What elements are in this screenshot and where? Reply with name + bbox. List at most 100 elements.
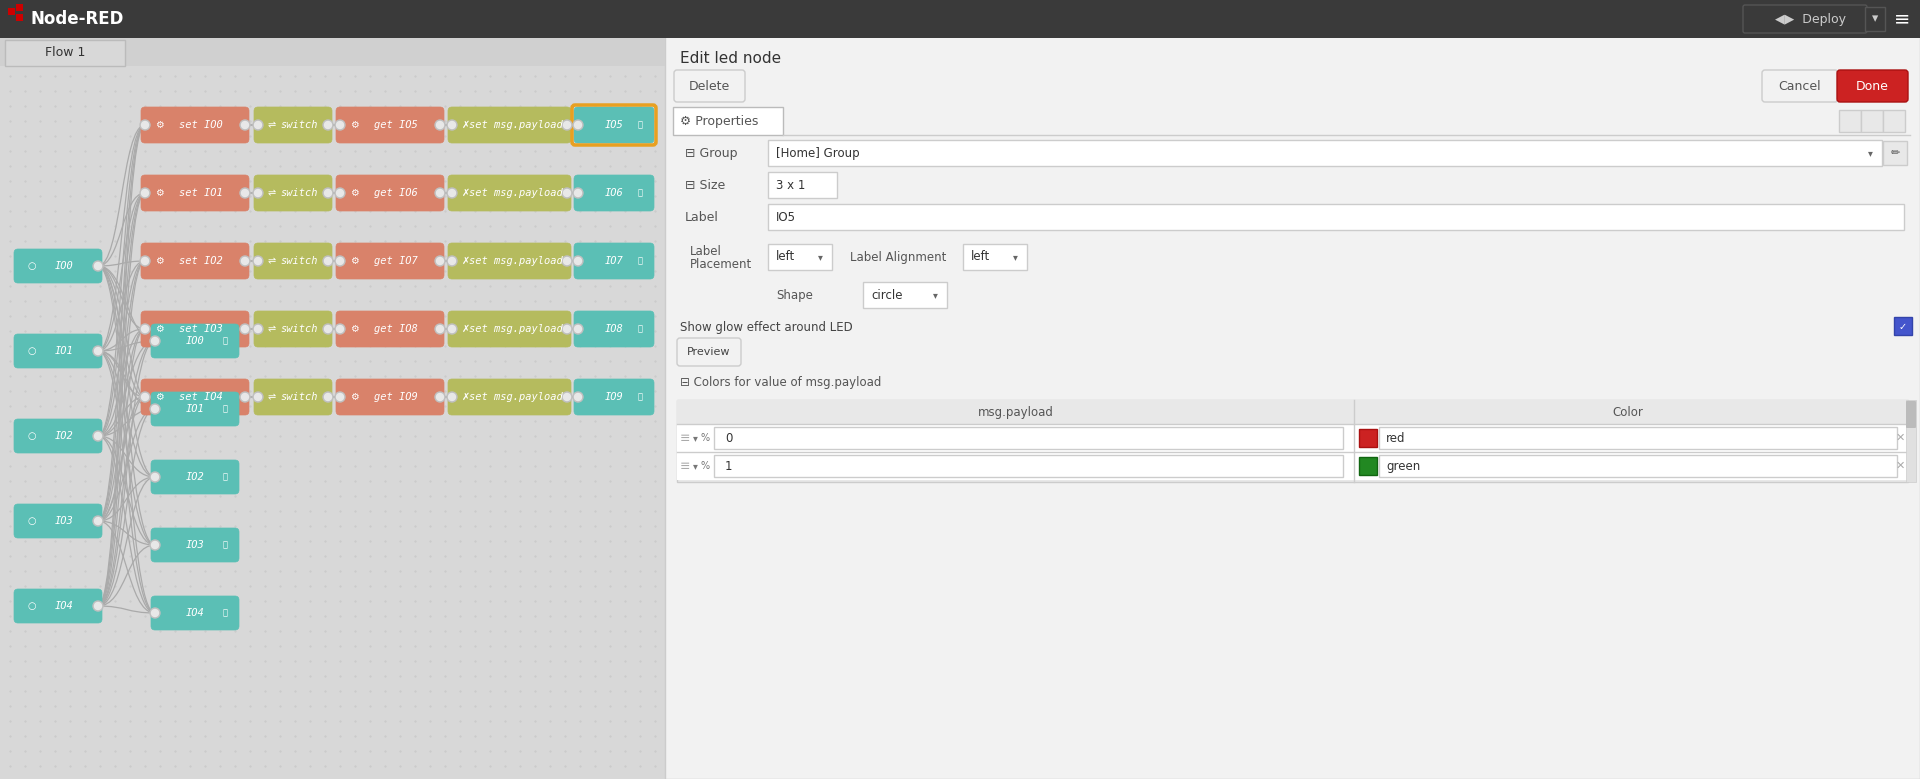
Circle shape [94, 602, 102, 609]
Circle shape [242, 258, 248, 265]
Text: ✓: ✓ [1899, 322, 1907, 332]
Circle shape [94, 517, 102, 524]
Text: ⇌: ⇌ [269, 188, 276, 198]
Circle shape [92, 261, 104, 271]
Text: ▾: ▾ [693, 433, 697, 443]
FancyBboxPatch shape [15, 4, 23, 11]
Circle shape [563, 324, 572, 334]
Text: ⊟ Size: ⊟ Size [685, 178, 726, 192]
FancyBboxPatch shape [1907, 400, 1916, 482]
FancyBboxPatch shape [253, 311, 332, 347]
Circle shape [150, 336, 159, 346]
Text: get IO5: get IO5 [374, 120, 419, 130]
Circle shape [240, 392, 250, 402]
Text: Label: Label [689, 245, 722, 258]
FancyBboxPatch shape [714, 455, 1344, 477]
FancyBboxPatch shape [8, 8, 15, 15]
Text: ▾: ▾ [693, 461, 697, 471]
Circle shape [323, 188, 332, 198]
FancyBboxPatch shape [336, 379, 444, 415]
Circle shape [140, 256, 150, 266]
Circle shape [242, 122, 248, 129]
FancyBboxPatch shape [574, 379, 655, 415]
Circle shape [334, 120, 346, 130]
Circle shape [323, 392, 332, 402]
Circle shape [334, 392, 346, 402]
Text: set IO3: set IO3 [179, 324, 223, 334]
Text: get IO9: get IO9 [374, 392, 419, 402]
Circle shape [253, 256, 263, 266]
Text: IO0: IO0 [186, 336, 204, 346]
Text: ⚙: ⚙ [349, 120, 359, 130]
Circle shape [140, 392, 150, 402]
FancyBboxPatch shape [0, 38, 664, 66]
Circle shape [140, 324, 150, 334]
FancyBboxPatch shape [447, 311, 570, 347]
Text: ✗: ✗ [463, 188, 470, 198]
Text: ⇌: ⇌ [269, 324, 276, 334]
Text: left: left [776, 251, 795, 263]
Text: IO1: IO1 [186, 404, 204, 414]
Text: IO2: IO2 [54, 431, 73, 441]
FancyBboxPatch shape [152, 324, 238, 358]
FancyBboxPatch shape [1864, 7, 1885, 31]
Circle shape [324, 122, 332, 129]
Text: ○: ○ [27, 516, 36, 526]
FancyBboxPatch shape [1907, 401, 1916, 428]
Circle shape [336, 189, 344, 196]
Circle shape [142, 189, 148, 196]
Circle shape [242, 189, 248, 196]
FancyBboxPatch shape [1379, 455, 1897, 477]
Circle shape [94, 347, 102, 354]
FancyBboxPatch shape [447, 243, 570, 279]
Text: Show glow effect around LED: Show glow effect around LED [680, 320, 852, 333]
Text: 🔆: 🔆 [637, 121, 643, 129]
FancyBboxPatch shape [140, 175, 250, 211]
Circle shape [152, 406, 159, 413]
Circle shape [436, 188, 445, 198]
Text: IO3: IO3 [186, 540, 204, 550]
Text: 1: 1 [726, 460, 733, 473]
Text: 🔆: 🔆 [637, 189, 643, 198]
Circle shape [334, 256, 346, 266]
Text: Label Alignment: Label Alignment [851, 251, 947, 263]
Circle shape [255, 326, 261, 333]
Text: ○: ○ [27, 261, 36, 271]
Text: IO4: IO4 [54, 601, 73, 611]
Text: Delete: Delete [689, 79, 730, 93]
Text: IO2: IO2 [186, 472, 204, 482]
FancyBboxPatch shape [574, 311, 655, 347]
Circle shape [449, 258, 455, 265]
FancyBboxPatch shape [152, 528, 238, 562]
Circle shape [242, 326, 248, 333]
FancyBboxPatch shape [574, 107, 655, 143]
Circle shape [572, 392, 584, 402]
FancyBboxPatch shape [13, 334, 102, 368]
Circle shape [449, 393, 455, 400]
Text: ⚙: ⚙ [349, 256, 359, 266]
Circle shape [152, 609, 159, 616]
Text: set msg.payload: set msg.payload [468, 188, 563, 198]
Circle shape [563, 258, 570, 265]
FancyBboxPatch shape [768, 244, 831, 270]
FancyBboxPatch shape [15, 14, 23, 21]
Circle shape [242, 393, 248, 400]
Text: switch: switch [280, 120, 317, 130]
Circle shape [334, 188, 346, 198]
Circle shape [574, 326, 582, 333]
Text: ≡: ≡ [680, 460, 691, 473]
Text: 🔆: 🔆 [223, 608, 227, 618]
Circle shape [92, 601, 104, 611]
Circle shape [336, 326, 344, 333]
Text: left: left [972, 251, 991, 263]
Text: ▾: ▾ [818, 252, 822, 262]
Circle shape [336, 122, 344, 129]
Text: switch: switch [280, 188, 317, 198]
Circle shape [436, 189, 444, 196]
Circle shape [150, 472, 159, 482]
Circle shape [563, 393, 570, 400]
FancyBboxPatch shape [768, 140, 1882, 166]
Text: ⚙: ⚙ [156, 392, 163, 402]
Text: set msg.payload: set msg.payload [468, 256, 563, 266]
Text: red: red [1386, 432, 1405, 445]
